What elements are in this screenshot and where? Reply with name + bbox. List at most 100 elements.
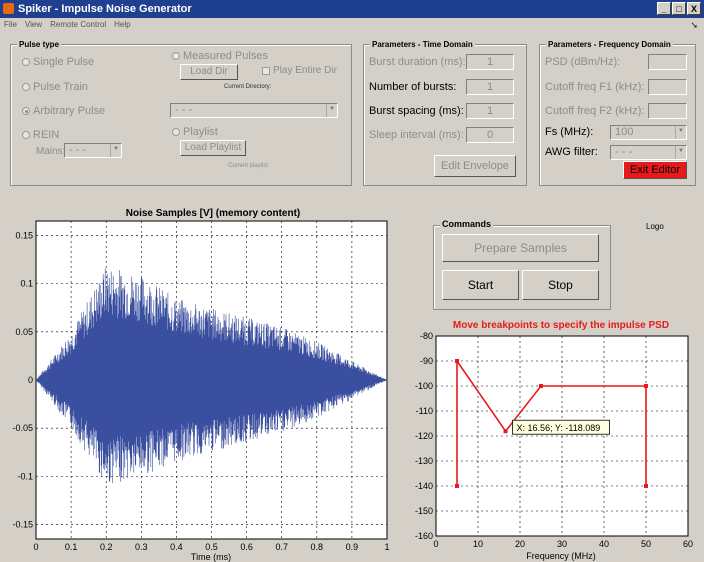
menu-help[interactable]: Help — [114, 20, 131, 29]
play-entire-dir-label: Play Entire Dir — [273, 65, 337, 76]
load-dir-button[interactable]: Load Dir — [180, 64, 238, 80]
psd-xtick-label: 40 — [599, 539, 609, 549]
measured-pulses-radio[interactable] — [172, 52, 180, 60]
psd-xtick-label: 10 — [473, 539, 483, 549]
noise-samples-plot: Noise Samples [V] (memory content) 0 0.1 0… — [12, 208, 389, 562]
noise-ytick-label: -0.1 — [17, 471, 33, 481]
awg-filter-label: AWG filter: — [545, 146, 598, 158]
exit-editor-button[interactable]: Exit Editor — [623, 161, 687, 179]
psd-ytick-label: -140 — [415, 481, 433, 491]
noise-ytick-label: 0.1 — [20, 279, 33, 289]
start-button[interactable]: Start — [442, 270, 519, 300]
psd-ytick-label: -120 — [415, 431, 433, 441]
noise-xtick-label: 0.8 — [311, 542, 324, 552]
app-icon — [3, 3, 14, 14]
psd-ytick-label: -110 — [416, 406, 433, 416]
psd-datatip-text: X: 16.56; Y: -118.089 — [517, 423, 601, 433]
dock-pin-icon[interactable]: ➘ — [690, 20, 698, 30]
title-bar: Spiker - Impulse Noise Generator _ □ X — [0, 0, 704, 18]
psd-line: X: 16.56; Y: -118.089 — [455, 358, 648, 488]
psd-breakpoint[interactable] — [503, 429, 508, 434]
psd-ytick-label: -100 — [415, 381, 433, 391]
menu-view[interactable]: View — [24, 20, 43, 29]
pulse-train-radio[interactable] — [22, 83, 30, 91]
close-button[interactable]: X — [687, 2, 701, 15]
current-playlist-label: Current playlist — [228, 163, 269, 169]
burst-spacing-input[interactable]: 1 — [466, 103, 514, 119]
noise-ytick-label: -0.15 — [12, 520, 33, 530]
playlist-radio[interactable] — [172, 128, 180, 136]
psd-breakpoint[interactable] — [539, 384, 543, 388]
chevron-down-icon: ▼ — [675, 146, 686, 159]
psd-xtick-label: 60 — [683, 539, 693, 549]
freq-domain-title: Parameters - Frequency Domain — [546, 40, 673, 49]
menu-file[interactable]: File — [4, 20, 17, 29]
fs-label: Fs (MHz): — [545, 126, 594, 138]
psd-polyline — [456, 358, 647, 486]
awg-filter-select[interactable]: - - - ▼ — [610, 145, 687, 160]
stop-button[interactable]: Stop — [522, 270, 599, 300]
burst-spacing-label: Burst spacing (ms): — [369, 105, 464, 117]
psd-plot: Move breakpoints to specify the impulse … — [415, 320, 693, 561]
psd-xlabel: Frequency (MHz) — [526, 551, 596, 561]
noise-xtick-label: 0.2 — [100, 542, 113, 552]
cutoff-f2-input[interactable] — [648, 103, 687, 119]
psd-xtick-label: 50 — [641, 539, 651, 549]
noise-xtick-label: 0.6 — [240, 542, 253, 552]
commands-group — [433, 225, 611, 310]
cutoff-f1-label: Cutoff freq F1 (kHz): — [545, 81, 645, 93]
noise-xtick-label: 0.4 — [170, 542, 183, 552]
psd-ytick-label: -90 — [420, 356, 433, 366]
sleep-interval-input[interactable]: 0 — [466, 127, 514, 143]
psd-breakpoint[interactable] — [644, 384, 648, 388]
rein-radio[interactable] — [22, 131, 30, 139]
noise-ytick-label: -0.05 — [12, 423, 33, 433]
noise-xtick-label: 1 — [384, 542, 389, 552]
menu-bar: File View Remote Control Help ➘ — [0, 18, 704, 32]
psd-label: PSD (dBm/Hz): — [545, 56, 621, 68]
mains-select[interactable]: - - - ▼ — [64, 143, 122, 158]
noise-waveform — [35, 268, 388, 484]
burst-duration-label: Burst duration (ms): — [369, 56, 466, 68]
pulse-type-group — [10, 44, 352, 186]
noise-ytick-label: 0.05 — [15, 327, 33, 337]
maximize-button[interactable]: □ — [672, 2, 686, 15]
psd-breakpoint[interactable] — [455, 359, 459, 363]
psd-ytick-label: -150 — [415, 506, 433, 516]
pulse-type-title: Pulse type — [17, 40, 62, 49]
fs-value: 100 — [615, 126, 634, 138]
prepare-samples-button[interactable]: Prepare Samples — [442, 234, 599, 262]
num-bursts-input[interactable]: 1 — [466, 79, 514, 95]
directory-select[interactable]: - - - ▼ — [170, 103, 338, 118]
chevron-down-icon: ▼ — [326, 104, 337, 117]
play-entire-dir-checkbox[interactable] — [262, 67, 270, 75]
minimize-button[interactable]: _ — [657, 2, 671, 15]
cutoff-f2-label: Cutoff freq F2 (kHz): — [545, 105, 645, 117]
noise-xtick-label: 0.9 — [346, 542, 359, 552]
psd-breakpoint[interactable] — [644, 484, 648, 488]
single-pulse-label: Single Pulse — [33, 56, 95, 68]
noise-ticks: 0 0.1 0.2 0.3 0.4 0.5 0.6 0.7 0.8 0.9 1 -0.15 -0.1 -0… — [12, 230, 389, 552]
cutoff-f1-input[interactable] — [648, 79, 687, 95]
psd-xtick-label: 0 — [433, 539, 438, 549]
burst-duration-input[interactable]: 1 — [466, 54, 514, 70]
arbitrary-pulse-radio[interactable] — [22, 107, 30, 115]
sleep-interval-label: Sleep interval (ms): — [369, 129, 464, 141]
single-pulse-radio[interactable] — [22, 58, 30, 66]
edit-envelope-button[interactable]: Edit Envelope — [434, 155, 516, 177]
psd-datatip: X: 16.56; Y: -118.089 — [512, 419, 610, 435]
psd-ticks: 0 10 20 30 40 50 60 -80 -90 -100 -110 -120 -130 -140 -… — [415, 331, 693, 549]
noise-ytick-label: 0 — [28, 375, 33, 385]
psd-input[interactable] — [648, 54, 687, 70]
measured-pulses-label: Measured Pulses — [183, 50, 268, 62]
fs-select[interactable]: 100 ▼ — [610, 125, 687, 140]
num-bursts-label: Number of bursts: — [369, 81, 457, 93]
psd-ytick-label: -130 — [415, 456, 433, 466]
psd-breakpoint[interactable] — [455, 484, 459, 488]
logo-placeholder: Logo — [646, 222, 664, 231]
current-directory-label: Current Directory: — [224, 84, 272, 90]
commands-title: Commands — [440, 219, 494, 229]
noise-xtick-label: 0.7 — [275, 542, 288, 552]
load-playlist-button[interactable]: Load Playlist — [180, 140, 246, 156]
menu-remote-control[interactable]: Remote Control — [50, 20, 107, 29]
